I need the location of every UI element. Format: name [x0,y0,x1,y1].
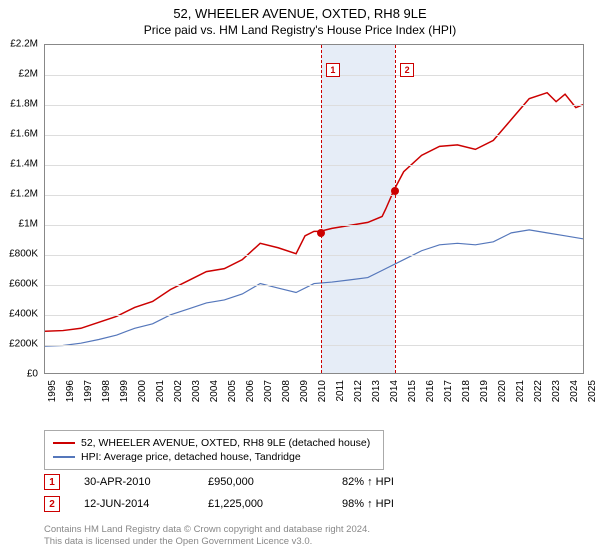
x-tick-label: 2006 [245,380,256,402]
x-tick-label: 2013 [371,380,382,402]
sale-point-dot [317,229,325,237]
x-tick-label: 2001 [155,380,166,402]
sales-rows: 1 30-APR-2010 £950,000 82% ↑ HPI 2 12-JU… [44,474,584,518]
license-line: Contains HM Land Registry data © Crown c… [44,524,584,536]
y-tick-label: £1.2M [10,189,38,200]
gridline [45,195,583,196]
sale-delta: 98% ↑ HPI [342,498,394,510]
gridline [45,345,583,346]
y-tick-label: £2.2M [10,39,38,50]
x-tick-label: 2011 [335,380,346,402]
sale-marker-badge: 1 [44,474,60,490]
legend-label: 52, WHEELER AVENUE, OXTED, RH8 9LE (deta… [81,437,370,449]
chart-subtitle: Price paid vs. HM Land Registry's House … [0,23,600,37]
sale-price: £950,000 [208,476,318,488]
chart-marker-badge: 2 [400,63,414,77]
gridline [45,285,583,286]
gridline [45,165,583,166]
x-tick-label: 2020 [497,380,508,402]
sale-delta: 82% ↑ HPI [342,476,394,488]
x-tick-label: 2007 [263,380,274,402]
y-axis: £0£200K£400K£600K£800K£1M£1.2M£1.4M£1.6M… [0,44,42,374]
license-text: Contains HM Land Registry data © Crown c… [44,524,584,549]
x-tick-label: 2004 [209,380,220,402]
gridline [45,135,583,136]
gridline [45,315,583,316]
chart-title: 52, WHEELER AVENUE, OXTED, RH8 9LE [0,6,600,21]
chart-marker-badge: 1 [326,63,340,77]
sale-price: £1,225,000 [208,498,318,510]
x-tick-label: 2017 [443,380,454,402]
y-tick-label: £1M [19,219,38,230]
gridline [45,105,583,106]
x-tick-label: 2021 [515,380,526,402]
x-tick-label: 1999 [119,380,130,402]
y-tick-label: £2M [19,69,38,80]
sale-point-dot [391,187,399,195]
x-tick-label: 1996 [65,380,76,402]
x-tick-label: 2010 [317,380,328,402]
x-tick-label: 1997 [83,380,94,402]
series-line-hpi [45,230,583,346]
series-line-property [45,93,583,332]
legend-item: HPI: Average price, detached house, Tand… [53,451,375,463]
title-block: 52, WHEELER AVENUE, OXTED, RH8 9LE Price… [0,0,600,39]
x-tick-label: 2018 [461,380,472,402]
y-tick-label: £1.4M [10,159,38,170]
x-tick-label: 2023 [551,380,562,402]
line-series-svg [45,45,583,373]
x-tick-label: 2008 [281,380,292,402]
x-tick-label: 2000 [137,380,148,402]
x-tick-label: 2002 [173,380,184,402]
legend-item: 52, WHEELER AVENUE, OXTED, RH8 9LE (deta… [53,437,375,449]
x-tick-label: 2009 [299,380,310,402]
gridline [45,255,583,256]
x-tick-label: 2012 [353,380,364,402]
legend-swatch [53,442,75,444]
sale-date: 12-JUN-2014 [84,498,184,510]
x-tick-label: 2016 [425,380,436,402]
legend: 52, WHEELER AVENUE, OXTED, RH8 9LE (deta… [44,430,384,470]
gridline [45,75,583,76]
x-tick-label: 2019 [479,380,490,402]
sale-vline [321,45,322,373]
x-tick-label: 2015 [407,380,418,402]
sale-row: 1 30-APR-2010 £950,000 82% ↑ HPI [44,474,584,490]
y-tick-label: £400K [9,309,38,320]
sale-vline [395,45,396,373]
legend-swatch [53,456,75,458]
x-tick-label: 2024 [569,380,580,402]
x-tick-label: 1995 [47,380,58,402]
sale-marker-badge: 2 [44,496,60,512]
sale-date: 30-APR-2010 [84,476,184,488]
y-tick-label: £0 [27,369,38,380]
x-tick-label: 2022 [533,380,544,402]
x-tick-label: 2025 [587,380,598,402]
y-tick-label: £600K [9,279,38,290]
x-tick-label: 2003 [191,380,202,402]
chart-container: 52, WHEELER AVENUE, OXTED, RH8 9LE Price… [0,0,600,560]
y-tick-label: £800K [9,249,38,260]
x-tick-label: 2014 [389,380,400,402]
y-tick-label: £1.6M [10,129,38,140]
x-tick-label: 1998 [101,380,112,402]
sale-row: 2 12-JUN-2014 £1,225,000 98% ↑ HPI [44,496,584,512]
legend-label: HPI: Average price, detached house, Tand… [81,451,301,463]
chart-plot-area: 12 [44,44,584,374]
license-line: This data is licensed under the Open Gov… [44,536,584,548]
x-axis: 1995 1996 1997 1998 1999 2000 2001 2002 2003 2004… [44,376,584,436]
x-tick-label: 2005 [227,380,238,402]
gridline [45,225,583,226]
y-tick-label: £1.8M [10,99,38,110]
y-tick-label: £200K [9,339,38,350]
